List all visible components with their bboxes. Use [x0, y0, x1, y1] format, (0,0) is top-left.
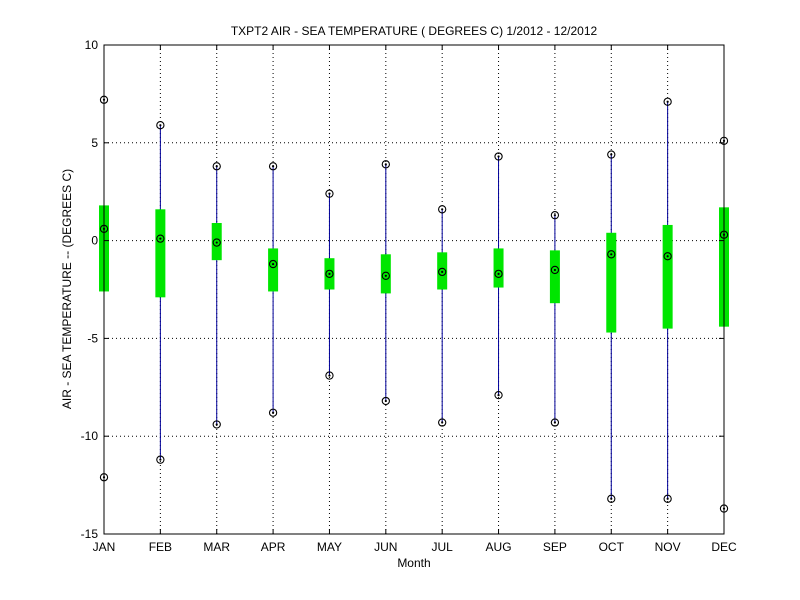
- min-marker-dot: [497, 394, 500, 397]
- min-marker-dot: [159, 458, 162, 461]
- max-marker-dot: [610, 153, 613, 156]
- y-tick-label: 5: [91, 136, 98, 150]
- median-marker: [156, 234, 165, 243]
- max-marker: [550, 211, 560, 220]
- x-tick-label: JAN: [93, 540, 116, 554]
- max-marker: [212, 162, 221, 171]
- min-marker-dot: [215, 423, 218, 426]
- max-marker-dot: [271, 165, 275, 168]
- max-marker: [156, 121, 165, 130]
- median-marker: [494, 269, 503, 279]
- iqr-box: [606, 232, 617, 333]
- min-marker: [268, 408, 278, 417]
- iqr-box: [493, 248, 504, 288]
- median-marker: [438, 267, 447, 277]
- iqr-box: [155, 209, 166, 298]
- x-tick-label: DEC: [711, 540, 737, 554]
- x-tick-label: APR: [261, 540, 286, 554]
- y-tick-label: -15: [81, 527, 99, 541]
- median-marker-dot: [328, 272, 331, 275]
- iqr-box: [549, 250, 560, 304]
- median-marker-dot: [666, 255, 669, 258]
- min-marker-dot: [271, 411, 275, 414]
- median-marker: [325, 269, 334, 279]
- min-marker-dot: [610, 497, 613, 500]
- x-tick-label: JUN: [374, 540, 397, 554]
- max-marker-dot: [384, 163, 387, 166]
- max-marker-dot: [666, 100, 669, 103]
- min-marker: [663, 494, 672, 503]
- min-marker-dot: [553, 421, 557, 424]
- min-marker: [550, 418, 560, 427]
- min-marker: [607, 494, 616, 503]
- max-marker: [607, 150, 616, 159]
- min-marker: [325, 371, 334, 380]
- max-marker: [438, 205, 447, 214]
- x-tick-label: AUG: [486, 540, 512, 554]
- median-marker-dot: [610, 253, 613, 256]
- median-marker-dot: [215, 241, 218, 244]
- plot-frame: [103, 44, 725, 535]
- min-marker-dot: [441, 421, 444, 424]
- y-tick-label: 0: [91, 234, 98, 248]
- x-tick-label: MAR: [203, 540, 230, 554]
- iqr-box: [662, 224, 673, 329]
- max-marker-dot: [553, 214, 557, 217]
- x-tick-label: MAY: [317, 540, 342, 554]
- max-marker: [268, 162, 278, 171]
- median-marker: [607, 250, 616, 259]
- x-tick-label: FEB: [149, 540, 172, 554]
- median-marker-dot: [497, 272, 500, 275]
- median-marker: [550, 265, 560, 275]
- max-marker: [663, 97, 672, 106]
- min-marker-dot: [384, 399, 387, 403]
- max-marker-dot: [441, 208, 444, 211]
- median-marker-dot: [553, 268, 557, 272]
- min-marker-dot: [328, 374, 331, 377]
- plot-area: [104, 45, 724, 534]
- min-marker: [494, 390, 503, 400]
- x-tick-label: SEP: [543, 540, 567, 554]
- min-marker: [156, 455, 165, 464]
- max-marker-dot: [159, 124, 162, 127]
- chart-title: TXPT2 AIR - SEA TEMPERATURE ( DEGREES C)…: [231, 24, 598, 38]
- median-marker-dot: [384, 274, 387, 277]
- ticks: -15 -10 -5 0 5 10 JAN FEB MAR APR MAY JUN JUL AUG SEP O…: [81, 38, 737, 554]
- iqr-box: [380, 254, 391, 294]
- iqr-box: [268, 248, 279, 292]
- max-marker-dot: [497, 155, 500, 158]
- min-marker: [438, 418, 447, 427]
- median-marker-dot: [441, 270, 444, 273]
- median-marker: [663, 252, 672, 261]
- median-marker: [381, 271, 390, 280]
- min-marker: [381, 396, 390, 406]
- y-axis-title: AIR - SEA TEMPERATURE -- (DEGREES C): [60, 169, 74, 409]
- max-marker: [325, 189, 334, 198]
- median-marker-dot: [159, 237, 162, 240]
- y-tick-label: 10: [85, 38, 99, 52]
- median-marker: [212, 238, 221, 247]
- median-marker-dot: [271, 262, 275, 266]
- y-tick-label: -10: [81, 429, 99, 443]
- min-marker-dot: [666, 497, 669, 500]
- median-marker: [268, 259, 278, 269]
- max-marker: [494, 152, 503, 161]
- min-marker: [212, 420, 221, 429]
- max-marker: [381, 160, 390, 169]
- x-axis-title: Month: [397, 556, 430, 570]
- y-tick-label: -5: [87, 331, 98, 345]
- max-marker-dot: [215, 165, 218, 168]
- x-tick-label: JUL: [432, 540, 454, 554]
- x-tick-label: OCT: [599, 540, 625, 554]
- x-tick-label: NOV: [655, 540, 681, 554]
- max-marker-dot: [328, 192, 331, 195]
